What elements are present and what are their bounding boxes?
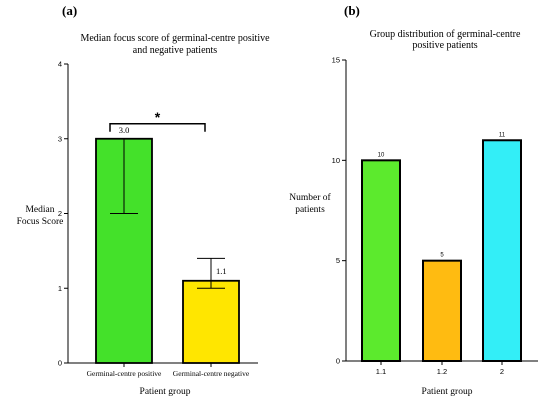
panel-a-bar [182,279,240,364]
panel-b-bar [482,139,522,362]
panel-b-xlabel: Patient group [422,387,473,397]
panel-b-ytick-label: 5 [336,256,340,265]
panel-b-value-label: 5 [440,253,444,259]
panel-a-significance-bracket [109,123,206,132]
panel-a-ytick-label: 4 [58,60,62,69]
panel-a-ylabel-line-2: Focus Score [17,217,64,227]
panel-b-title-line-1: Group distribution of germinal-centre [370,29,521,40]
panel-a-ytick-label: 2 [58,209,62,218]
panel-b-category-label: 1.2 [437,367,447,376]
panel-b-bar [361,159,401,362]
panel-a-title-line-1: Median focus score of germinal-centre po… [80,33,270,44]
panel-a-ylabel-line-1: Median [25,205,54,215]
panel-a-value-label: 1.1 [216,266,227,276]
panel-b-plot: 0 5 10 15 10 1.1 5 1.2 11 2 [332,56,538,376]
panel-b-category-label: 2 [500,367,504,376]
panel-a-ytick-label: 3 [58,134,62,143]
panel-b-ytick-label: 15 [332,56,340,65]
panel-a-category-label: Germinal-centre positive [87,369,162,378]
panel-b-value-label: 10 [378,152,385,158]
panel-a-ytick-label: 1 [58,284,62,293]
panel-b-ytick-label: 10 [332,156,340,165]
panel-b-ytick-label: 0 [336,357,340,366]
panel-a-category-label: Germinal-centre negative [173,369,250,378]
panel-b-category-label: 1.1 [376,367,386,376]
panel-b-ylabel-line-1: Number of [289,192,331,203]
panel-b-bar [422,259,462,362]
panel-a-value-label: 3.0 [119,125,130,135]
panel-a-label: (a) [62,3,77,18]
panel-a-plot: 0 1 2 3 4 Germinal-centre positive Germinal-ce… [58,60,258,378]
panel-a-ytick-label: 0 [58,359,62,368]
panel-b-label: (b) [344,3,360,18]
panel-a-xlabel: Patient group [140,387,191,397]
panel-a-title-line-2: and negative patients [133,45,218,56]
panel-b-value-label: 11 [499,132,506,138]
panel-b-ylabel-line-2: patients [295,205,325,215]
panel-b-title-line-2: positive patients [412,40,477,51]
panel-a-significance-marker: * [155,109,161,125]
